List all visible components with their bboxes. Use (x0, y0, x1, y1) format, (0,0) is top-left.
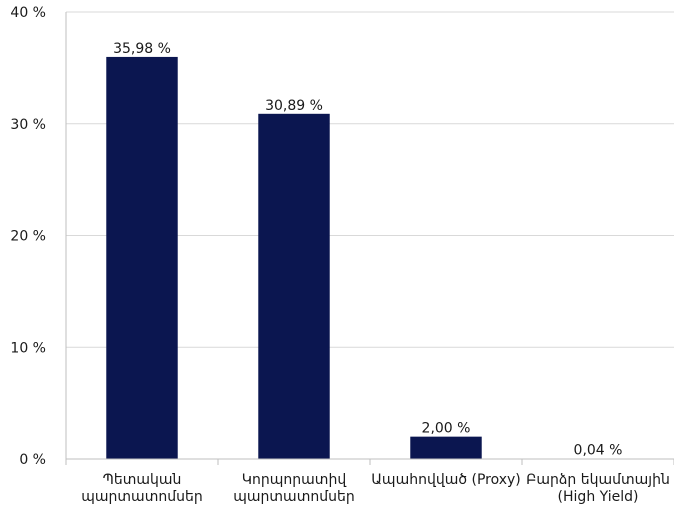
y-tick-label: 40 % (10, 5, 46, 21)
data-label: 30,89 % (265, 98, 323, 114)
data-label: 0,04 % (574, 443, 623, 459)
y-tick-label: 10 % (10, 340, 46, 356)
x-tick-label: (High Yield) (558, 489, 639, 505)
bar (258, 113, 330, 459)
x-axis: ՊետականպարտատոմսերԿորպորատիվպարտատոմսերԱ… (65, 12, 674, 505)
data-label: 2,00 % (422, 421, 471, 437)
y-tick-label: 30 % (10, 117, 46, 133)
y-tick-label: 0 % (19, 452, 46, 468)
x-tick-label: Պետական (103, 472, 182, 488)
bars (106, 56, 634, 460)
y-axis: 0 % 10 % 20 % 30 % 40 % (10, 5, 46, 468)
bar (106, 56, 178, 460)
data-labels: 35,98 % 30,89 % 2,00 % 0,04 % (113, 41, 622, 459)
x-tick-label: Բարձր եկամտային (526, 472, 670, 488)
data-label: 35,98 % (113, 41, 171, 57)
x-tick-label: պարտատոմսեր (81, 489, 202, 505)
x-tick-label: պարտատոմսեր (233, 489, 354, 505)
bar (410, 436, 482, 459)
y-tick-label: 20 % (10, 229, 46, 245)
x-tick-label: Ապահովված (Proxy) (371, 472, 521, 488)
x-tick-label: Կորպորատիվ (242, 472, 348, 488)
